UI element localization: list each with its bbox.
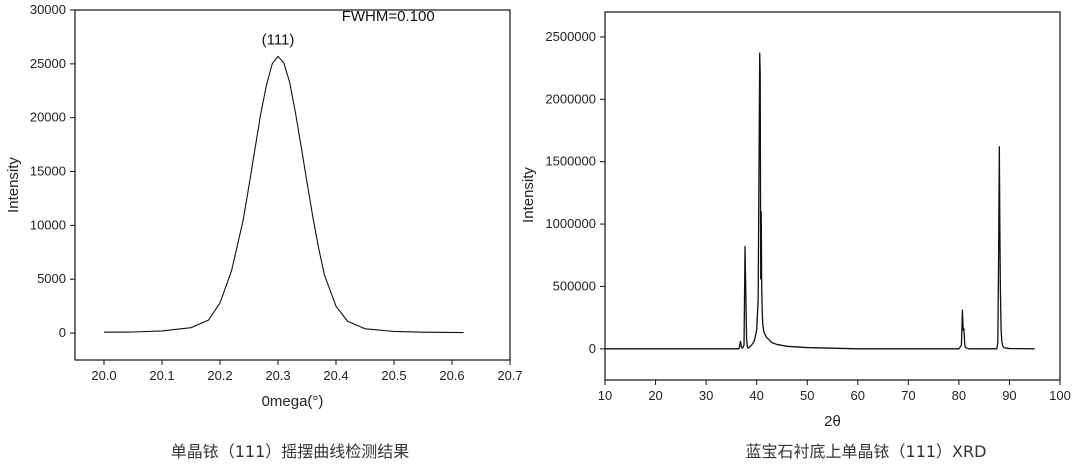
y-tick-label: 0 xyxy=(59,325,66,340)
x-tick-label: 10 xyxy=(598,388,612,403)
chart-caption: 蓝宝石衬底上单晶铱（111）XRD xyxy=(746,442,987,461)
x-tick-label: 90 xyxy=(1002,388,1016,403)
y-tick-label: 2500000 xyxy=(545,29,596,44)
x-tick-label: 20.7 xyxy=(497,368,522,383)
x-tick-label: 20.5 xyxy=(381,368,406,383)
x-tick-label: 20.4 xyxy=(323,368,348,383)
y-tick-label: 1500000 xyxy=(545,154,596,169)
rocking-curve-chart: 20.0 20.1 20.2 20.3 20.4 20.5 20.6 20.7 0 5000 100… xyxy=(5,2,523,461)
chart-caption: 单晶铱（111）摇摆曲线检测结果 xyxy=(171,442,410,461)
x-tick-label: 20.0 xyxy=(91,368,116,383)
y-tick-label: 1000000 xyxy=(545,216,596,231)
x-tick-label: 20.2 xyxy=(207,368,232,383)
x-tick-label: 20.6 xyxy=(439,368,464,383)
x-tick-label: 20.1 xyxy=(149,368,174,383)
y-tick-label: 15000 xyxy=(30,164,66,179)
y-tick-label: 500000 xyxy=(553,278,596,293)
x-tick-label: 20.3 xyxy=(265,368,290,383)
plot-frame xyxy=(604,11,1061,381)
series-line xyxy=(605,52,1035,350)
x-tick-label: 50 xyxy=(800,388,814,403)
x-tick-label: 30 xyxy=(699,388,713,403)
xrd-chart: 10 20 30 40 50 60 70 80 90 100 0 500000 1000000 15000… xyxy=(520,11,1071,461)
y-tick-label: 5000 xyxy=(37,271,66,286)
y-tick-label: 10000 xyxy=(30,217,66,232)
plot-frame xyxy=(74,9,511,361)
fwhm-label: FWHM=0.100 xyxy=(342,8,435,25)
x-tick-label: 20 xyxy=(648,388,662,403)
x-tick-label: 100 xyxy=(1049,388,1071,403)
y-tick-label: 2000000 xyxy=(545,91,596,106)
y-tick-label: 25000 xyxy=(30,56,66,71)
x-tick-label: 40 xyxy=(749,388,763,403)
x-axis-label: 0mega(°) xyxy=(262,393,324,410)
series-line xyxy=(103,55,464,334)
y-axis-label: Intensity xyxy=(5,157,22,213)
peak-label: (111) xyxy=(262,31,295,48)
x-tick-label: 70 xyxy=(901,388,915,403)
y-tick-label: 30000 xyxy=(30,2,66,17)
y-tick-label: 0 xyxy=(589,341,596,356)
x-axis-label: 2θ xyxy=(824,413,841,430)
x-tick-label: 80 xyxy=(952,388,966,403)
y-axis-label: Intensity xyxy=(520,167,537,223)
y-tick-label: 20000 xyxy=(30,110,66,125)
x-tick-label: 60 xyxy=(851,388,865,403)
